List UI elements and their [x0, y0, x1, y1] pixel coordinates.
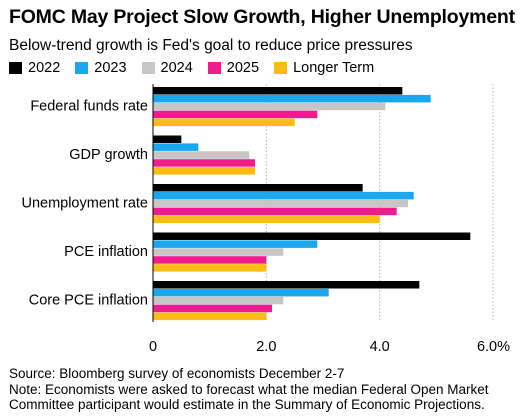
bar-pce-inflation-2025 [153, 256, 267, 264]
source-note: Source: Bloomberg survey of economists D… [9, 366, 524, 413]
category-label-pce-inflation: PCE inflation [64, 244, 148, 260]
bar-unemployment-rate-2023 [153, 191, 414, 200]
legend-swatch-2023 [75, 62, 89, 74]
legend-item-longer-term: Longer Term [274, 60, 374, 76]
source-text: Source: Bloomberg survey of economists D… [9, 366, 345, 381]
bar-core-pce-inflation-2024 [153, 296, 284, 305]
bar-pce-inflation-2022 [153, 232, 471, 240]
bar-core-pce-inflation-2022 [153, 281, 420, 289]
bar-pce-inflation-longer-term [153, 264, 267, 272]
bar-federal-funds-rate-2022 [153, 87, 403, 95]
bar-gdp-growth-2022 [153, 135, 182, 143]
legend-item-2022: 2022 [9, 60, 60, 76]
chart-subtitle: Below-trend growth is Fed's goal to redu… [9, 37, 413, 54]
x-tick-label-4-0: 4.0 [370, 339, 390, 355]
bar-pce-inflation-2024 [153, 248, 284, 256]
bar-gdp-growth-2023 [153, 143, 199, 151]
bar-unemployment-rate-longer-term [153, 215, 380, 224]
bar-core-pce-inflation-2025 [153, 304, 272, 313]
x-tick-label-0: 0 [149, 339, 157, 355]
category-label-gdp-growth: GDP growth [69, 147, 148, 163]
bar-federal-funds-rate-2023 [153, 94, 431, 103]
category-label-federal-funds-rate: Federal funds rate [30, 99, 148, 115]
legend-label-longer-term: Longer Term [293, 60, 375, 76]
bar-gdp-growth-2024 [153, 151, 250, 159]
bar-core-pce-inflation-longer-term [153, 312, 267, 321]
x-tick-label-6-0: 6.0% [477, 339, 510, 355]
bar-gdp-growth-longer-term [153, 167, 255, 175]
bar-core-pce-inflation-2023 [153, 288, 329, 297]
x-tick-label-2-0: 2.0 [256, 339, 276, 355]
legend-swatch-longer-term [274, 62, 288, 74]
legend-item-2024: 2024 [141, 60, 193, 76]
legend-item-2023: 2023 [75, 60, 127, 76]
bar-unemployment-rate-2025 [153, 207, 397, 216]
chart-title: FOMC May Project Slow Growth, Higher Une… [9, 6, 515, 28]
legend-label-2023: 2023 [94, 60, 127, 76]
category-label-unemployment-rate: Unemployment rate [21, 196, 148, 212]
bar-federal-funds-rate-2024 [153, 102, 386, 111]
bar-pce-inflation-2023 [153, 240, 318, 248]
bar-unemployment-rate-2022 [153, 184, 363, 192]
bar-federal-funds-rate-longer-term [153, 118, 295, 127]
bar-federal-funds-rate-2025 [153, 110, 318, 119]
note-text: Note: Economists were asked to forecast … [9, 381, 489, 413]
legend-label-2022: 2022 [28, 60, 61, 76]
legend-label-2025: 2025 [226, 60, 260, 76]
legend-swatch-2025 [207, 62, 221, 74]
legend: 2022 2023 2024 2025 Longer Term [9, 59, 389, 77]
bar-unemployment-rate-2024 [153, 199, 408, 208]
legend-item-2025: 2025 [207, 60, 260, 76]
bar-gdp-growth-2025 [153, 159, 255, 167]
legend-label-2024: 2024 [160, 60, 193, 76]
legend-swatch-2022 [9, 62, 22, 74]
legend-swatch-2024 [141, 62, 155, 74]
category-label-core-pce-inflation: Core PCE inflation [29, 293, 148, 309]
